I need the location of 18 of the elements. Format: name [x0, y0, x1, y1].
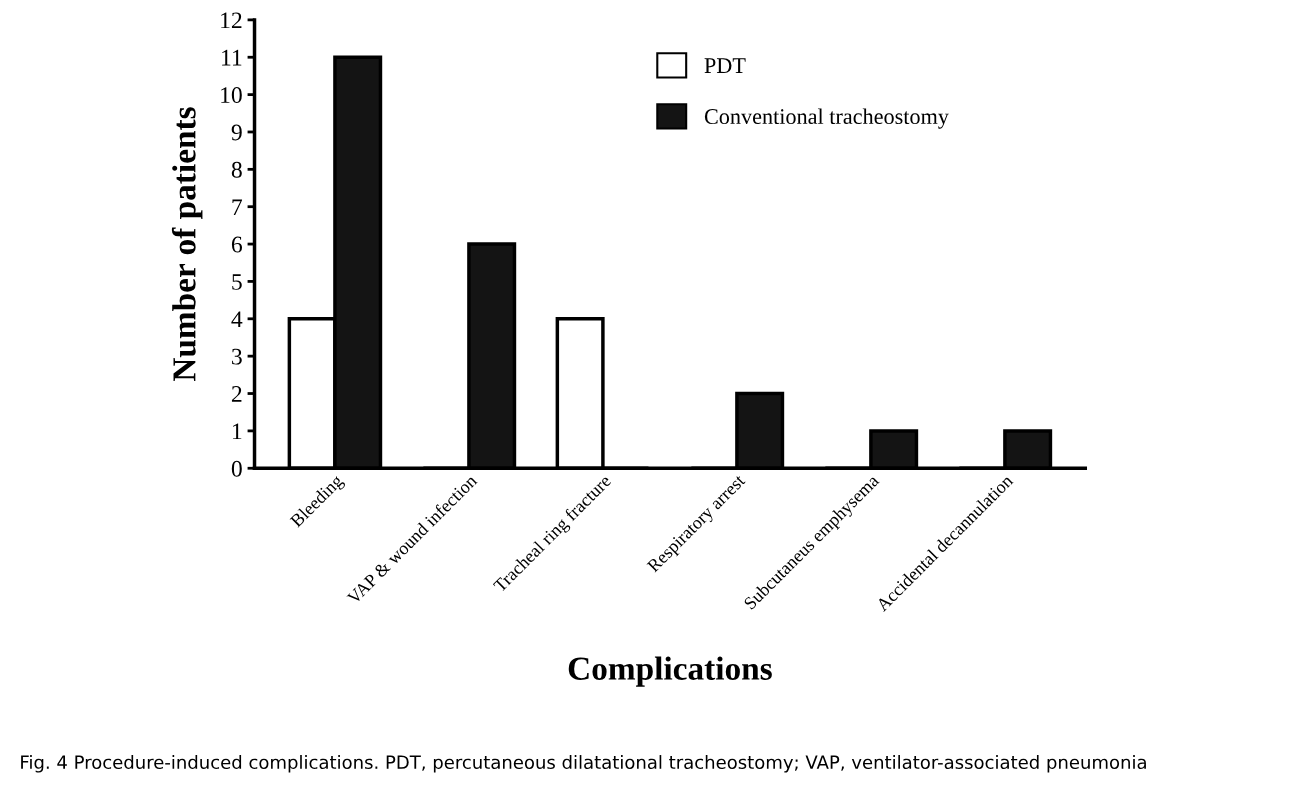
y-tick-label: 6: [231, 236, 243, 253]
y-tick-label: 8: [231, 161, 242, 178]
x-axis-title: Complications: [568, 656, 772, 687]
y-axis-title: Number of patients: [171, 107, 203, 382]
legend-label: Conventional tracheostomy: [704, 108, 949, 129]
caption: Fig. 4 Procedure-induced complications. PDT, percutaneous dilatational tracheostomy; VAP, ventilator-associated pneumonia: [21, 755, 1146, 773]
y-tick-label: 2: [231, 386, 242, 402]
y-tick-label: 10: [221, 87, 242, 104]
y-tick-label: 7: [232, 199, 243, 215]
y-tick-label: 3: [232, 348, 242, 365]
y-tick-label: 1: [232, 423, 242, 440]
y-tick-label: 4: [231, 311, 243, 327]
y-tick-label: 11: [222, 49, 242, 66]
legend-label: PDT: [704, 58, 746, 73]
y-tick-label: 9: [231, 124, 242, 141]
y-tick-label: 5: [232, 274, 242, 290]
y-tick-label: 0: [231, 460, 242, 477]
y-tick-label: 12: [221, 12, 242, 29]
